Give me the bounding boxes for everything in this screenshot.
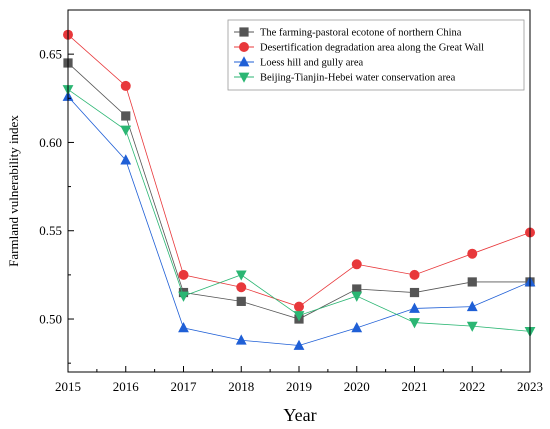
x-tick-label: 2017	[171, 379, 198, 394]
legend-marker	[238, 72, 250, 83]
data-point	[409, 287, 420, 298]
legend-label: Desertification degradation area along t…	[260, 43, 484, 54]
x-axis-title: Year	[283, 405, 316, 425]
data-point	[294, 301, 304, 312]
legend-label: Beijing-Tianjin-Hebei water conservation…	[260, 73, 456, 84]
legend-label: Loess hill and gully area	[260, 58, 364, 69]
data-point	[409, 269, 420, 280]
y-tick-label: 0.65	[39, 47, 62, 62]
legend-marker	[238, 56, 250, 67]
y-tick-label: 0.55	[39, 223, 62, 238]
data-point	[466, 300, 478, 312]
data-point	[235, 270, 247, 281]
y-tick-label: 0.60	[39, 135, 62, 150]
x-tick-label: 2015	[55, 379, 81, 394]
data-point	[409, 318, 420, 329]
legend-marker	[239, 42, 249, 52]
y-tick-label: 0.50	[39, 312, 62, 327]
legend-item: Beijing-Tianjin-Hebei water conservation…	[234, 72, 456, 84]
x-tick-label: 2023	[517, 379, 543, 394]
data-point	[351, 291, 363, 302]
series	[62, 85, 536, 338]
data-point	[178, 291, 189, 302]
data-point	[293, 311, 305, 322]
data-point	[352, 284, 362, 294]
y-axis-title: Farmland vulnerability index	[6, 115, 21, 267]
legend-marker	[239, 27, 249, 37]
x-tick-label: 2016	[113, 379, 140, 394]
data-point	[351, 322, 363, 333]
axes-layer: 2015 2016 2017 2018 2019 2020 2021 2022 2023 0.50…	[39, 47, 543, 394]
data-point	[467, 248, 478, 259]
data-point	[293, 339, 305, 350]
series-line	[67, 89, 531, 332]
data-point	[409, 302, 420, 313]
data-point	[121, 111, 131, 121]
data-point	[120, 125, 132, 136]
data-point	[120, 80, 131, 91]
legend-item: Desertification degradation area along t…	[234, 42, 484, 54]
data-point	[235, 334, 247, 345]
x-tick-label: 2018	[228, 379, 254, 394]
series-line	[67, 62, 530, 320]
series	[63, 58, 535, 324]
legend-item: The farming-pastoral ecotone of northern…	[234, 27, 462, 39]
x-tick-label: 2020	[344, 379, 370, 394]
x-tick-label: 2019	[286, 379, 312, 394]
data-point	[178, 269, 189, 280]
data-point	[351, 259, 362, 270]
legend: The farming-pastoral ecotone of northern…	[227, 19, 525, 91]
data-point	[467, 277, 477, 287]
legend-item: Loess hill and gully area	[234, 56, 364, 69]
x-tick-label: 2021	[402, 379, 428, 394]
legend-box	[227, 19, 525, 91]
data-point	[236, 296, 246, 306]
legend-label: The farming-pastoral ecotone of northern…	[260, 28, 462, 39]
data-point	[236, 282, 247, 293]
data-point	[178, 322, 189, 333]
data-point	[466, 321, 478, 332]
data-point	[120, 154, 132, 165]
x-tick-label: 2022	[459, 379, 485, 394]
